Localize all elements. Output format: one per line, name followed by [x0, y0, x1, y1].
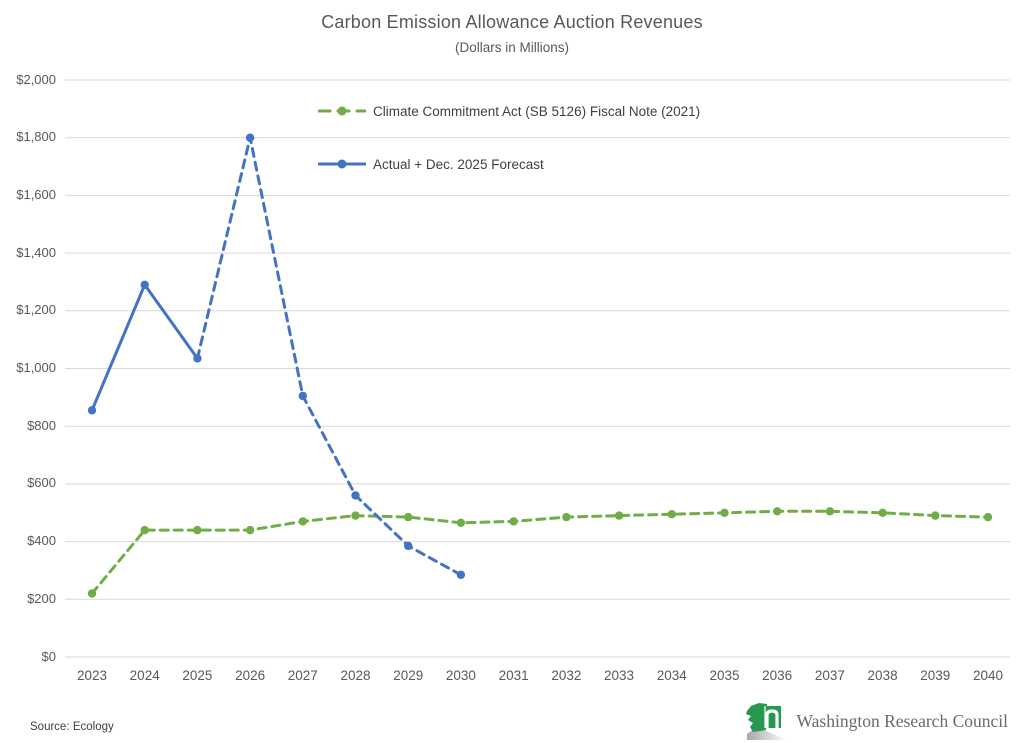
- y-tick-label: $600: [27, 475, 56, 491]
- data-point-marker: [825, 507, 835, 516]
- x-tick-label: 2036: [762, 668, 793, 683]
- y-tick-label: $1,000: [16, 360, 56, 375]
- data-point-marker: [773, 507, 782, 516]
- legend-marker-blue-solid-icon: [318, 159, 366, 169]
- legend-label-fiscal-note: Climate Commitment Act (SB 5126) Fiscal …: [373, 103, 701, 119]
- x-tick-label: 2023: [76, 668, 108, 683]
- legend-item-fiscal-note: Climate Commitment Act (SB 5126) Fiscal …: [318, 102, 700, 120]
- source-note: Source: Ecology: [30, 721, 114, 733]
- washington-state-icon: [745, 703, 787, 740]
- wrc-logo: Washington Research Council: [743, 700, 1008, 742]
- chart-title: Carbon Emission Allowance Auction Revenu…: [321, 12, 703, 32]
- data-point-marker: [298, 517, 307, 526]
- data-point-marker: [456, 518, 466, 527]
- data-point-marker: [140, 525, 149, 535]
- y-tick-label: $0: [41, 648, 56, 664]
- x-tick-label: 2031: [498, 668, 529, 683]
- x-tick-label: 2030: [445, 668, 476, 683]
- data-point-marker: [245, 525, 255, 535]
- data-point-marker: [245, 133, 255, 142]
- y-tick-label: $400: [27, 533, 56, 549]
- data-point-marker: [931, 511, 940, 520]
- x-tick-label: 2040: [972, 668, 1004, 683]
- data-point-marker: [87, 406, 97, 415]
- x-tick-label: 2028: [340, 668, 371, 683]
- data-point-marker: [509, 517, 518, 526]
- data-point-marker: [667, 510, 676, 519]
- data-point-marker: [614, 511, 624, 520]
- series-line: [195, 136, 463, 577]
- x-tick-label: 2038: [867, 668, 898, 683]
- x-tick-label: 2026: [235, 668, 266, 683]
- legend-marker-green-dashed-icon: [318, 106, 366, 116]
- y-tick-label: $1,600: [16, 186, 56, 202]
- data-point-marker: [983, 512, 993, 522]
- x-tick-label: 2025: [182, 668, 213, 683]
- data-point-marker: [193, 525, 202, 535]
- y-tick-label: $1,400: [16, 244, 56, 260]
- x-tick-label: 2024: [129, 668, 160, 683]
- x-tick-label: 2039: [920, 668, 951, 683]
- y-tick-label: $800: [27, 417, 56, 433]
- series-line: [90, 509, 990, 595]
- y-tick-label: $200: [27, 590, 56, 606]
- x-tick-label: 2037: [814, 668, 845, 683]
- data-point-marker: [404, 512, 413, 522]
- data-point-marker: [87, 589, 97, 598]
- data-point-marker: [878, 508, 887, 517]
- data-point-marker: [298, 391, 307, 401]
- wrc-logo-text: Washington Research Council: [796, 710, 1008, 731]
- data-point-marker: [562, 512, 571, 522]
- data-point-marker: [404, 541, 413, 551]
- x-tick-label: 2033: [604, 668, 635, 683]
- data-point-marker: [720, 508, 729, 517]
- data-point-marker: [140, 280, 149, 289]
- y-tick-label: $1,800: [16, 129, 56, 145]
- x-tick-label: 2029: [393, 668, 424, 683]
- legend-item-actual-forecast: Actual + Dec. 2025 Forecast: [318, 155, 544, 173]
- x-tick-label: 2027: [287, 668, 318, 683]
- x-tick-label: 2032: [551, 668, 582, 683]
- y-tick-label: $1,200: [16, 302, 56, 318]
- series-line: [90, 283, 199, 412]
- data-point-marker: [351, 491, 360, 500]
- y-tick-label: $2,000: [16, 71, 56, 87]
- x-tick-label: 2034: [656, 668, 687, 683]
- chart-subtitle: (Dollars in Millions): [454, 40, 570, 55]
- x-tick-label: 2035: [709, 668, 740, 683]
- data-point-marker: [193, 354, 202, 363]
- data-point-marker: [456, 570, 466, 579]
- legend-label-actual-forecast: Actual + Dec. 2025 Forecast: [373, 156, 544, 172]
- data-point-marker: [351, 511, 360, 520]
